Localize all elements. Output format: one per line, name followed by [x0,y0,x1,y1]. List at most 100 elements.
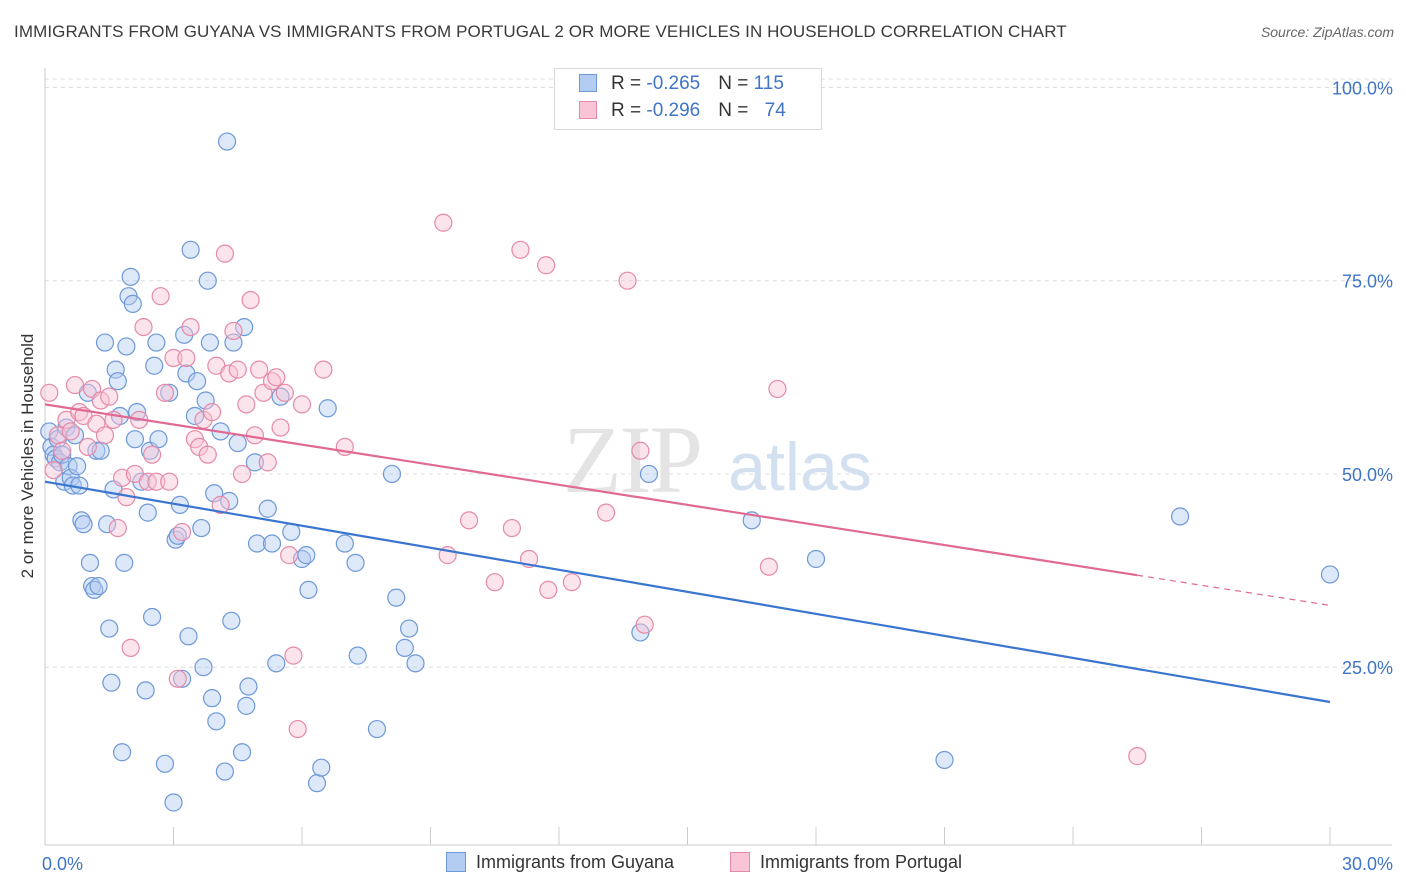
legend-label-portugal: Immigrants from Portugal [760,852,963,872]
guyana-point [142,607,162,627]
portugal-point [65,375,85,395]
portugal-point [40,383,59,402]
x-tick-label-max: 30.0% [1342,854,1393,874]
guyana-point [258,499,277,518]
portugal-point [597,503,616,522]
portugal-point [232,464,252,484]
portugal-point [434,213,453,232]
guyana-point [382,464,402,484]
guyana-point [80,553,100,572]
guyana-point [222,611,241,630]
portugal-point [635,615,654,634]
guyana-point [228,433,247,453]
correlation-stats-box: R = -0.265 N = 115 R = -0.296 N = 74 [554,68,822,130]
guyana-point [102,673,121,692]
portugal-point [134,317,153,337]
guyana-point [307,774,327,793]
guyana-point [235,317,254,337]
portugal-point [198,445,217,464]
guyana-point [639,464,659,484]
n-label: N = [718,73,754,94]
guyana-point [106,360,125,379]
portugal-point [142,445,162,464]
watermark: ZIP atlas [563,406,872,513]
portugal-point [292,395,312,414]
portugal-point [61,422,80,441]
guyana-point [935,750,954,770]
stats-row-portugal: R = -0.296 N = 74 [579,100,786,128]
r-value: -0.296 [646,100,701,121]
r-label: R = [611,100,647,121]
portugal-point [160,472,179,491]
portugal-point [284,646,303,665]
guyana-point [179,627,198,646]
guyana-point [200,333,220,352]
y-tick-label: 50.0% [1342,465,1393,485]
portugal-point [241,290,260,310]
portugal-point [631,441,650,460]
guyana-point [147,333,166,352]
guyana-point [1170,507,1190,526]
portugal-trend-line-extension [1137,574,1331,606]
guyana-point [202,689,222,708]
portugal-point [768,379,787,399]
portugal-point [44,460,63,480]
y-tick-label: 100.0% [1332,78,1393,98]
guyana-point [367,719,387,739]
legend-item-portugal: Immigrants from Portugal [730,852,962,876]
guyana-point [95,333,115,352]
guyana-point [185,406,205,426]
guyana-point [237,696,256,715]
portugal-point [280,546,299,565]
portugal-point [228,360,247,379]
guyana-point [299,580,318,600]
guyana-point [136,681,155,700]
guyana-point [149,430,168,449]
guyana-point [346,553,365,572]
guyana-point [387,588,406,607]
portugal-trend-line [44,403,1138,577]
guyana-point [205,484,224,503]
portugal-point [562,573,581,592]
portugal-point [511,240,530,259]
guyana-point [194,658,213,677]
trend-lines [44,403,1331,704]
axes [44,68,1392,846]
guyana-point [806,549,826,569]
stats-row-guyana: R = -0.265 N = 115 [579,73,784,101]
portugal-point [537,256,556,275]
guyana-point [108,372,127,391]
guyana-point [74,515,93,534]
portugal-point [211,495,230,514]
portugal-point [164,348,183,368]
guyana-point [115,553,134,572]
portugal-point [250,360,269,379]
guyana-point [187,372,207,391]
portugal-point [288,719,307,739]
guyana-point [395,638,414,657]
guyana-point [87,441,106,460]
r-label: R = [611,73,647,94]
portugal-point [459,511,479,530]
portugal-point [275,383,294,402]
guyana-point [164,793,183,812]
y-tick-label: 25.0% [1342,658,1393,678]
n-value: 74 [764,100,786,121]
guyana-point [198,271,217,290]
guyana-point [245,453,264,472]
guyana-point [89,576,108,596]
guyana-point [192,518,211,538]
guyana-point [297,546,316,565]
portugal-point [95,426,115,445]
portugal-legend-swatch [730,852,750,872]
guyana-legend-swatch [446,852,466,872]
guyana-point [239,677,258,696]
guyana-point [318,399,337,418]
guyana-point [196,391,215,410]
guyana-point [98,515,117,534]
watermark-atlas: atlas [728,429,872,505]
guyana-point [53,445,72,464]
guyana-point [117,337,136,356]
guyana-point [68,457,87,476]
